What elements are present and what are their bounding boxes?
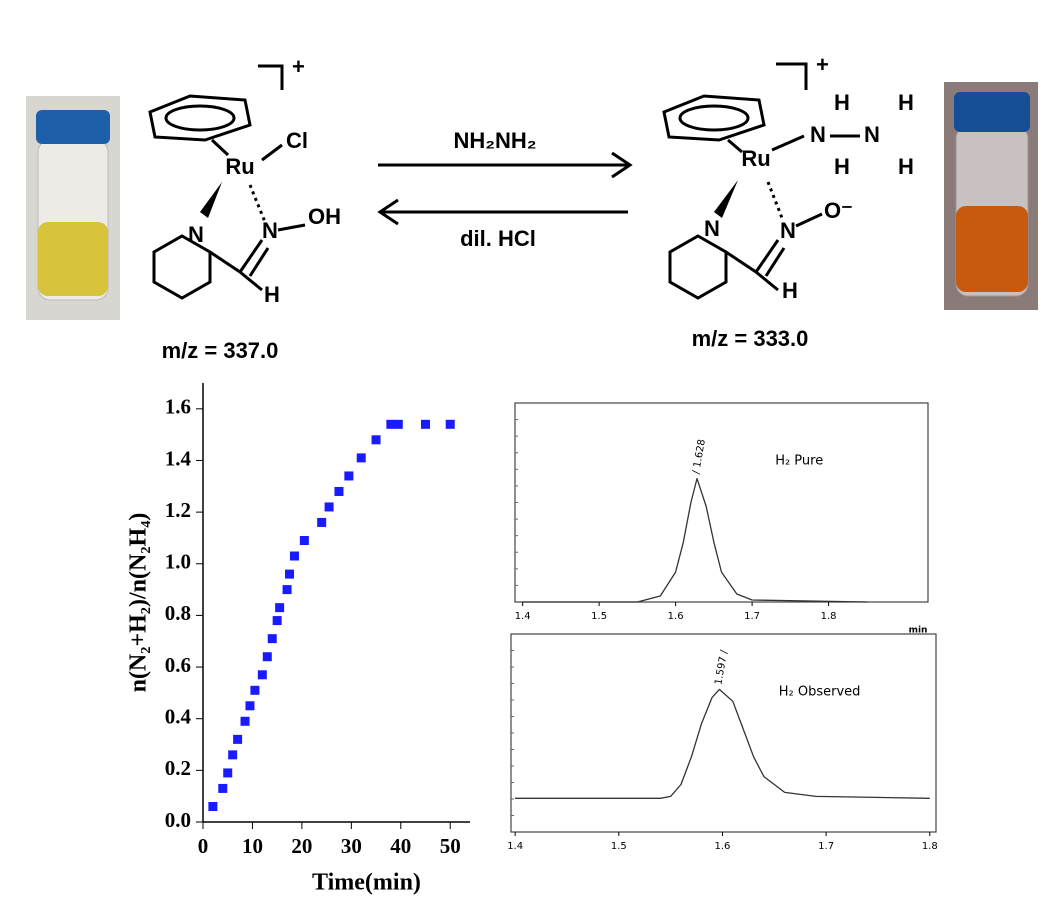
x-tick-label: 30 [341, 834, 362, 858]
data-point [386, 419, 396, 429]
reagent: NH₂NH₂ [453, 128, 536, 153]
atom-label: OH [308, 204, 341, 229]
data-point [228, 750, 238, 760]
data-point [240, 716, 250, 726]
data-point [282, 585, 292, 595]
charts: 0 10 20 30 40 50 0.0 0.2 0.4 0.6 0.8 1.0 1.2 1.4 1.6 Ti… [126, 383, 938, 896]
atom-label: H [898, 154, 914, 179]
charge: + [816, 52, 829, 77]
atom-label: H [834, 154, 850, 179]
x-tick-label: 10 [242, 834, 263, 858]
x-axis-label: Time(min) [312, 870, 421, 896]
complex-left [148, 64, 306, 300]
atom-label: H [898, 90, 914, 115]
atom-label: H [782, 278, 798, 303]
x-tick-label: 0 [198, 834, 209, 858]
y-tick-label: 0.2 [165, 756, 191, 780]
chromatogram-trace [515, 688, 930, 799]
atom-label: N [188, 222, 204, 247]
x-tick-label: 1.5 [591, 611, 607, 622]
data-point [445, 419, 455, 429]
x-tick-label: 50 [440, 834, 461, 858]
peak-label: 1.597 / [713, 649, 730, 686]
vial-right [944, 82, 1038, 310]
atom-label: Ru [225, 154, 254, 179]
y-tick-label: 1.0 [165, 550, 191, 574]
x-tick-label: 1.8 [922, 841, 938, 852]
data-point [344, 471, 354, 481]
charge: + [292, 54, 305, 79]
x-tick-label: 1.4 [507, 841, 523, 852]
y-axis-label: n(N₂+H₂)/n(N₂H₄) [126, 513, 152, 693]
atom-label: O⁻ [824, 198, 853, 223]
x-tick-label: 1.6 [668, 611, 684, 622]
x-tick-label: 1.6 [715, 841, 731, 852]
data-point [275, 603, 285, 613]
data-point [218, 783, 228, 793]
chromatogram-trace [522, 477, 867, 603]
data-point [324, 502, 334, 512]
reagent: dil. HCl [460, 226, 536, 251]
arrows [377, 151, 633, 226]
data-point [289, 551, 299, 561]
data-point [272, 616, 282, 626]
x-tick-label: 1.4 [515, 611, 531, 622]
atom-label: N [704, 216, 720, 241]
x-tick-label: 1.8 [821, 611, 837, 622]
data-point [285, 569, 295, 579]
atom-label: Cl [286, 128, 308, 153]
atom-label: N [810, 122, 826, 147]
atom-label: N [780, 218, 796, 243]
complex-right [662, 62, 860, 300]
mass-label: m/z = 337.0 [162, 338, 279, 363]
x-tick-label: 1.7 [818, 841, 834, 852]
data-point [208, 802, 218, 812]
data-point [356, 453, 366, 463]
y-tick-label: 0.0 [165, 808, 191, 832]
data-point [257, 670, 267, 680]
y-tick-label: 0.4 [165, 705, 192, 729]
atom-label: H [834, 90, 850, 115]
data-point [421, 419, 430, 429]
data-point [245, 701, 255, 711]
y-tick-label: 1.6 [165, 395, 191, 419]
vial-left [26, 96, 120, 320]
x-tick-label: 20 [291, 834, 312, 858]
mass-label: m/z = 333.0 [692, 326, 809, 351]
atom-label: N [262, 218, 278, 243]
data-point [223, 768, 233, 778]
peak-label: / 1.628 [691, 438, 708, 475]
atom-label: Ru [741, 146, 770, 171]
x-axis-label: min [909, 626, 928, 636]
x-tick-label: 1.5 [611, 841, 627, 852]
data-point [334, 486, 344, 496]
x-tick-label: 40 [390, 834, 411, 858]
atom-label: N [864, 122, 880, 147]
y-tick-label: 0.8 [165, 601, 191, 625]
data-point [250, 685, 260, 695]
data-point [371, 435, 381, 445]
trace-label: H₂ Observed [779, 685, 861, 700]
data-point [299, 536, 309, 546]
data-point [233, 734, 243, 744]
trace-label: H₂ Pure [775, 454, 823, 469]
y-tick-label: 1.4 [165, 446, 192, 470]
data-point [393, 419, 403, 429]
atom-label: H [264, 282, 280, 307]
data-point [262, 652, 272, 662]
x-tick-label: 1.7 [744, 611, 760, 622]
y-tick-label: 0.6 [165, 653, 191, 677]
data-point [267, 634, 277, 644]
y-tick-label: 1.2 [165, 498, 191, 522]
data-point [317, 517, 327, 527]
